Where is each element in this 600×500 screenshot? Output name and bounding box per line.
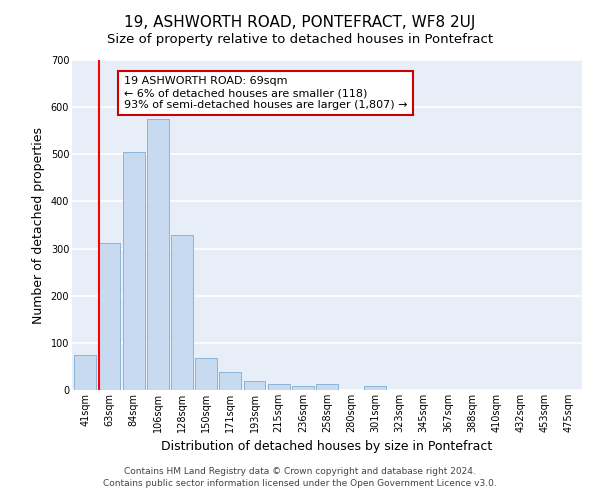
Bar — [220, 372, 241, 390]
Text: Contains HM Land Registry data © Crown copyright and database right 2024.
Contai: Contains HM Land Registry data © Crown c… — [103, 466, 497, 487]
Text: 19, ASHWORTH ROAD, PONTEFRACT, WF8 2UJ: 19, ASHWORTH ROAD, PONTEFRACT, WF8 2UJ — [124, 15, 476, 30]
Bar — [123, 152, 145, 390]
Text: Size of property relative to detached houses in Pontefract: Size of property relative to detached ho… — [107, 32, 493, 46]
Text: 19 ASHWORTH ROAD: 69sqm
← 6% of detached houses are smaller (118)
93% of semi-de: 19 ASHWORTH ROAD: 69sqm ← 6% of detached… — [124, 76, 407, 110]
Bar — [292, 386, 314, 390]
Bar — [364, 386, 386, 390]
Bar — [98, 243, 121, 390]
Y-axis label: Number of detached properties: Number of detached properties — [32, 126, 45, 324]
X-axis label: Distribution of detached houses by size in Pontefract: Distribution of detached houses by size … — [161, 440, 493, 454]
Bar — [244, 380, 265, 390]
Bar — [195, 358, 217, 390]
Bar — [268, 384, 290, 390]
Bar — [147, 119, 169, 390]
Bar — [74, 354, 96, 390]
Bar — [171, 236, 193, 390]
Bar — [316, 384, 338, 390]
